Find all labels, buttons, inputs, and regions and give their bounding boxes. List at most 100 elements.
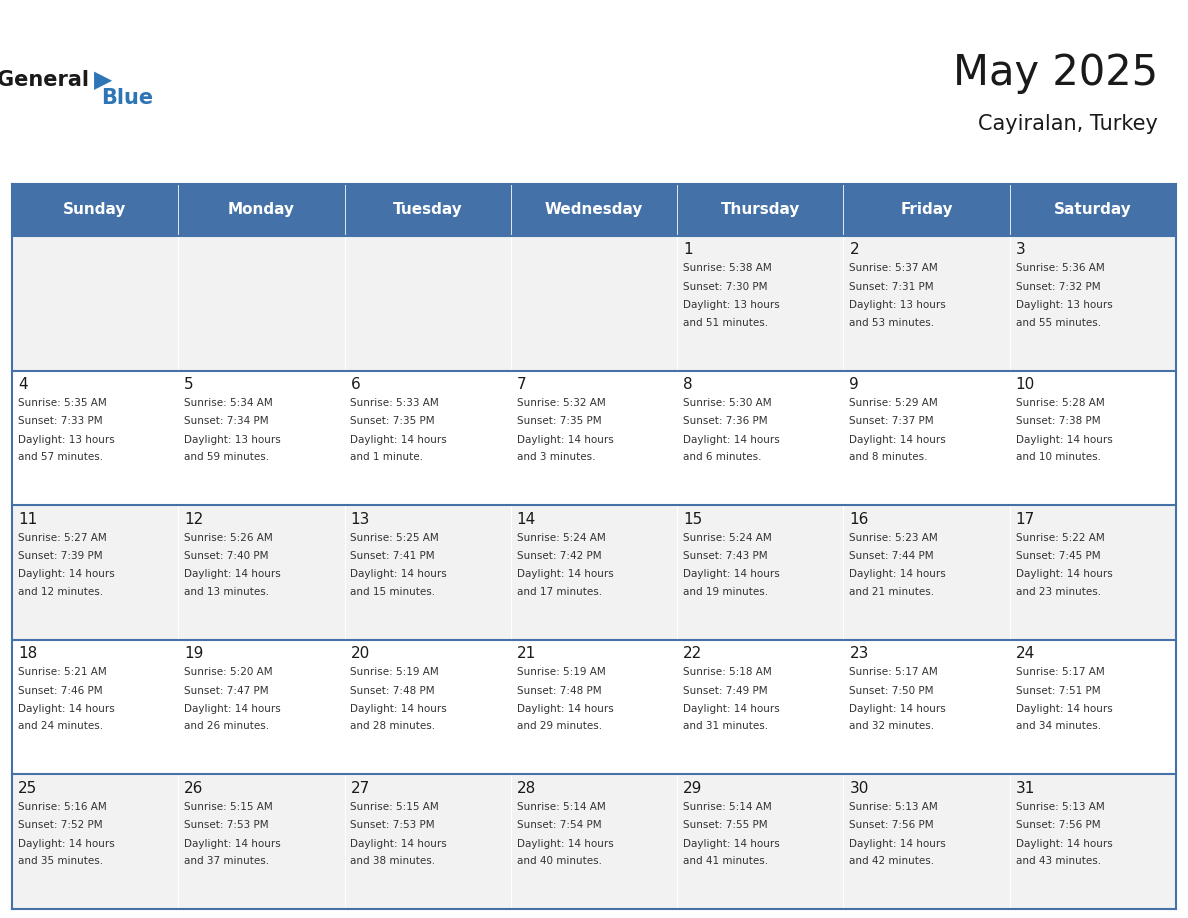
Text: Sunset: 7:44 PM: Sunset: 7:44 PM (849, 551, 934, 561)
Bar (843, 184, 1010, 236)
Text: Sunset: 7:34 PM: Sunset: 7:34 PM (184, 417, 268, 426)
Text: ▶: ▶ (94, 68, 112, 92)
Bar (1010, 640, 1176, 774)
Text: Sunrise: 5:19 AM: Sunrise: 5:19 AM (350, 667, 440, 677)
Text: and 55 minutes.: and 55 minutes. (1016, 318, 1101, 328)
Text: and 21 minutes.: and 21 minutes. (849, 587, 935, 597)
Text: 18: 18 (18, 646, 37, 661)
Text: 8: 8 (683, 377, 693, 392)
Text: Sunset: 7:39 PM: Sunset: 7:39 PM (18, 551, 102, 561)
Text: Sunrise: 5:16 AM: Sunrise: 5:16 AM (18, 801, 107, 812)
Text: Sunrise: 5:35 AM: Sunrise: 5:35 AM (18, 398, 107, 408)
Text: 20: 20 (350, 646, 369, 661)
Text: Daylight: 14 hours: Daylight: 14 hours (849, 838, 946, 848)
Text: Daylight: 14 hours: Daylight: 14 hours (184, 704, 280, 714)
Text: Sunrise: 5:33 AM: Sunrise: 5:33 AM (350, 398, 440, 408)
Text: and 41 minutes.: and 41 minutes. (683, 856, 769, 866)
Text: Sunset: 7:32 PM: Sunset: 7:32 PM (1016, 282, 1100, 292)
Bar (843, 371, 1010, 505)
Text: Daylight: 14 hours: Daylight: 14 hours (683, 435, 779, 444)
Text: Sunrise: 5:27 AM: Sunrise: 5:27 AM (18, 532, 107, 543)
Text: Daylight: 14 hours: Daylight: 14 hours (517, 435, 613, 444)
Text: and 13 minutes.: and 13 minutes. (184, 587, 270, 597)
Text: Daylight: 13 hours: Daylight: 13 hours (18, 435, 114, 444)
Text: Daylight: 13 hours: Daylight: 13 hours (849, 300, 946, 310)
Bar (1010, 774, 1176, 909)
Bar (511, 236, 677, 371)
Text: and 1 minute.: and 1 minute. (350, 453, 423, 462)
Text: Sunset: 7:56 PM: Sunset: 7:56 PM (849, 820, 934, 830)
Text: and 40 minutes.: and 40 minutes. (517, 856, 602, 866)
Text: Daylight: 14 hours: Daylight: 14 hours (350, 435, 447, 444)
Text: Sunset: 7:37 PM: Sunset: 7:37 PM (849, 417, 934, 426)
Text: Sunrise: 5:21 AM: Sunrise: 5:21 AM (18, 667, 107, 677)
Text: and 10 minutes.: and 10 minutes. (1016, 453, 1101, 462)
Text: Sunset: 7:46 PM: Sunset: 7:46 PM (18, 686, 102, 696)
Text: 21: 21 (517, 646, 536, 661)
Bar (677, 236, 843, 371)
Bar (1010, 184, 1176, 236)
Text: Sunrise: 5:18 AM: Sunrise: 5:18 AM (683, 667, 772, 677)
Bar (511, 371, 677, 505)
Text: Sunrise: 5:15 AM: Sunrise: 5:15 AM (350, 801, 440, 812)
Bar (511, 640, 677, 774)
Text: 3: 3 (1016, 242, 1025, 257)
Text: Sunrise: 5:28 AM: Sunrise: 5:28 AM (1016, 398, 1105, 408)
Text: Friday: Friday (901, 202, 953, 218)
Text: Sunrise: 5:24 AM: Sunrise: 5:24 AM (683, 532, 772, 543)
Bar (345, 236, 511, 371)
Text: and 24 minutes.: and 24 minutes. (18, 722, 103, 732)
Text: and 8 minutes.: and 8 minutes. (849, 453, 928, 462)
Text: Sunset: 7:35 PM: Sunset: 7:35 PM (350, 417, 435, 426)
Text: 23: 23 (849, 646, 868, 661)
Text: Daylight: 13 hours: Daylight: 13 hours (1016, 300, 1112, 310)
Text: Sunset: 7:30 PM: Sunset: 7:30 PM (683, 282, 767, 292)
Text: and 19 minutes.: and 19 minutes. (683, 587, 769, 597)
Text: 22: 22 (683, 646, 702, 661)
Text: Daylight: 14 hours: Daylight: 14 hours (184, 569, 280, 579)
Text: Thursday: Thursday (721, 202, 800, 218)
Bar (178, 236, 345, 371)
Text: and 23 minutes.: and 23 minutes. (1016, 587, 1101, 597)
Bar (677, 184, 843, 236)
Bar (677, 505, 843, 640)
Text: and 38 minutes.: and 38 minutes. (350, 856, 436, 866)
Bar (178, 505, 345, 640)
Text: and 43 minutes.: and 43 minutes. (1016, 856, 1101, 866)
Text: 26: 26 (184, 780, 203, 796)
Text: and 26 minutes.: and 26 minutes. (184, 722, 270, 732)
Bar (677, 371, 843, 505)
Text: Sunset: 7:43 PM: Sunset: 7:43 PM (683, 551, 767, 561)
Text: and 3 minutes.: and 3 minutes. (517, 453, 595, 462)
Text: Sunrise: 5:13 AM: Sunrise: 5:13 AM (849, 801, 939, 812)
Bar (12, 505, 178, 640)
Bar (178, 184, 345, 236)
Text: 1: 1 (683, 242, 693, 257)
Text: Sunset: 7:38 PM: Sunset: 7:38 PM (1016, 417, 1100, 426)
Text: Daylight: 14 hours: Daylight: 14 hours (1016, 704, 1112, 714)
Text: Sunday: Sunday (63, 202, 127, 218)
Text: Daylight: 14 hours: Daylight: 14 hours (849, 704, 946, 714)
Text: and 34 minutes.: and 34 minutes. (1016, 722, 1101, 732)
Text: Sunset: 7:54 PM: Sunset: 7:54 PM (517, 820, 601, 830)
Bar (178, 774, 345, 909)
Bar (1010, 505, 1176, 640)
Text: General: General (0, 70, 89, 90)
Text: Daylight: 14 hours: Daylight: 14 hours (683, 704, 779, 714)
Text: and 12 minutes.: and 12 minutes. (18, 587, 103, 597)
Text: Daylight: 14 hours: Daylight: 14 hours (849, 569, 946, 579)
Text: Sunrise: 5:24 AM: Sunrise: 5:24 AM (517, 532, 606, 543)
Text: Sunrise: 5:34 AM: Sunrise: 5:34 AM (184, 398, 273, 408)
Bar (511, 774, 677, 909)
Text: and 51 minutes.: and 51 minutes. (683, 318, 769, 328)
Text: Daylight: 14 hours: Daylight: 14 hours (350, 569, 447, 579)
Text: Saturday: Saturday (1054, 202, 1132, 218)
Bar (345, 640, 511, 774)
Text: and 35 minutes.: and 35 minutes. (18, 856, 103, 866)
Text: Sunset: 7:33 PM: Sunset: 7:33 PM (18, 417, 102, 426)
Text: Cayiralan, Turkey: Cayiralan, Turkey (979, 114, 1158, 134)
Bar (677, 640, 843, 774)
Text: Daylight: 14 hours: Daylight: 14 hours (350, 704, 447, 714)
Text: Sunrise: 5:17 AM: Sunrise: 5:17 AM (849, 667, 939, 677)
Text: Daylight: 14 hours: Daylight: 14 hours (517, 704, 613, 714)
